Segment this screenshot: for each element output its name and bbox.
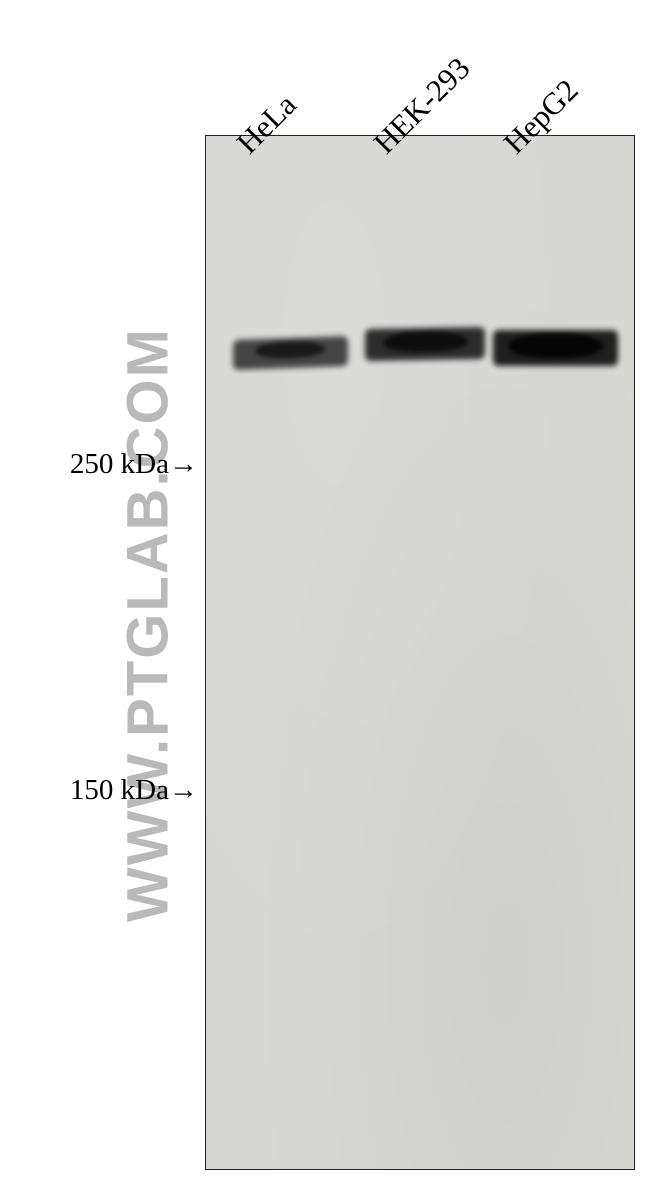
western-blot-figure: WWW.PTGLAB.COM HeLaHEK-293HepG2 250 kDa→… [0,0,650,1189]
blot-membrane [205,135,635,1170]
arrow-right-icon: → [169,774,198,806]
mw-marker-label: 150 kDa→ [0,774,198,807]
mw-marker-text: 250 kDa [70,448,169,480]
mw-marker-text: 150 kDa [70,774,169,806]
mw-marker-label: 250 kDa→ [0,448,198,481]
protein-band-core [508,334,603,358]
watermark-text: WWW.PTGLAB.COM [115,245,182,1005]
arrow-right-icon: → [169,448,198,480]
